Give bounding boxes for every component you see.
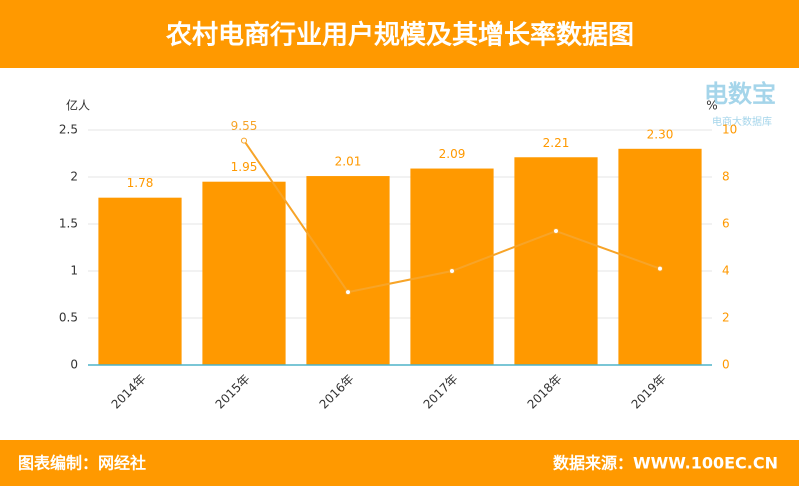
bar-value-label: 2.21 — [543, 136, 570, 150]
header-band — [0, 0, 799, 68]
watermark-subtitle: 电商大数据库 — [712, 115, 772, 128]
bar-value-label: 1.78 — [127, 176, 154, 190]
y2-tick-label: 2 — [722, 311, 730, 325]
chart-title: 农村电商行业用户规模及其增长率数据图 — [165, 20, 634, 51]
bar-value-label: 2.01 — [335, 155, 362, 169]
y2-axis-label: % — [706, 99, 717, 113]
y-tick-label: 2 — [70, 170, 78, 184]
line-point — [449, 268, 455, 274]
y2-tick-label: 8 — [722, 170, 730, 184]
bar — [306, 176, 390, 365]
bar — [410, 168, 494, 365]
y-tick-label: 0 — [70, 358, 78, 372]
y2-tick-label: 6 — [722, 217, 730, 231]
line-value-label: 9.55 — [231, 119, 258, 133]
line-point — [553, 228, 559, 235]
y-tick-label: 1.5 — [59, 217, 78, 231]
y2-tick-label: 10 — [722, 123, 737, 137]
y-tick-label: 1 — [70, 264, 78, 278]
y-tick-label: 0.5 — [59, 311, 78, 325]
bar — [98, 197, 182, 365]
bar — [202, 181, 286, 365]
footer-left: 图表编制：网经社 — [18, 454, 146, 473]
line-point — [241, 137, 247, 144]
bar — [514, 157, 598, 365]
y2-tick-label: 0 — [722, 358, 730, 372]
footer-right: 数据来源：WWW.100EC.CN — [553, 454, 778, 473]
line-point — [657, 265, 663, 272]
line-point — [345, 289, 351, 296]
watermark-title: 电数宝 — [704, 80, 776, 108]
y-axis-label: 亿人 — [66, 98, 90, 113]
bar — [618, 148, 702, 365]
bar-value-label: 1.95 — [231, 160, 258, 174]
bar-value-label: 2.30 — [647, 127, 674, 141]
y-tick-label: 2.5 — [59, 123, 78, 137]
footer-band — [0, 440, 799, 486]
y2-tick-label: 4 — [722, 264, 730, 278]
bar-value-label: 2.09 — [439, 147, 466, 161]
